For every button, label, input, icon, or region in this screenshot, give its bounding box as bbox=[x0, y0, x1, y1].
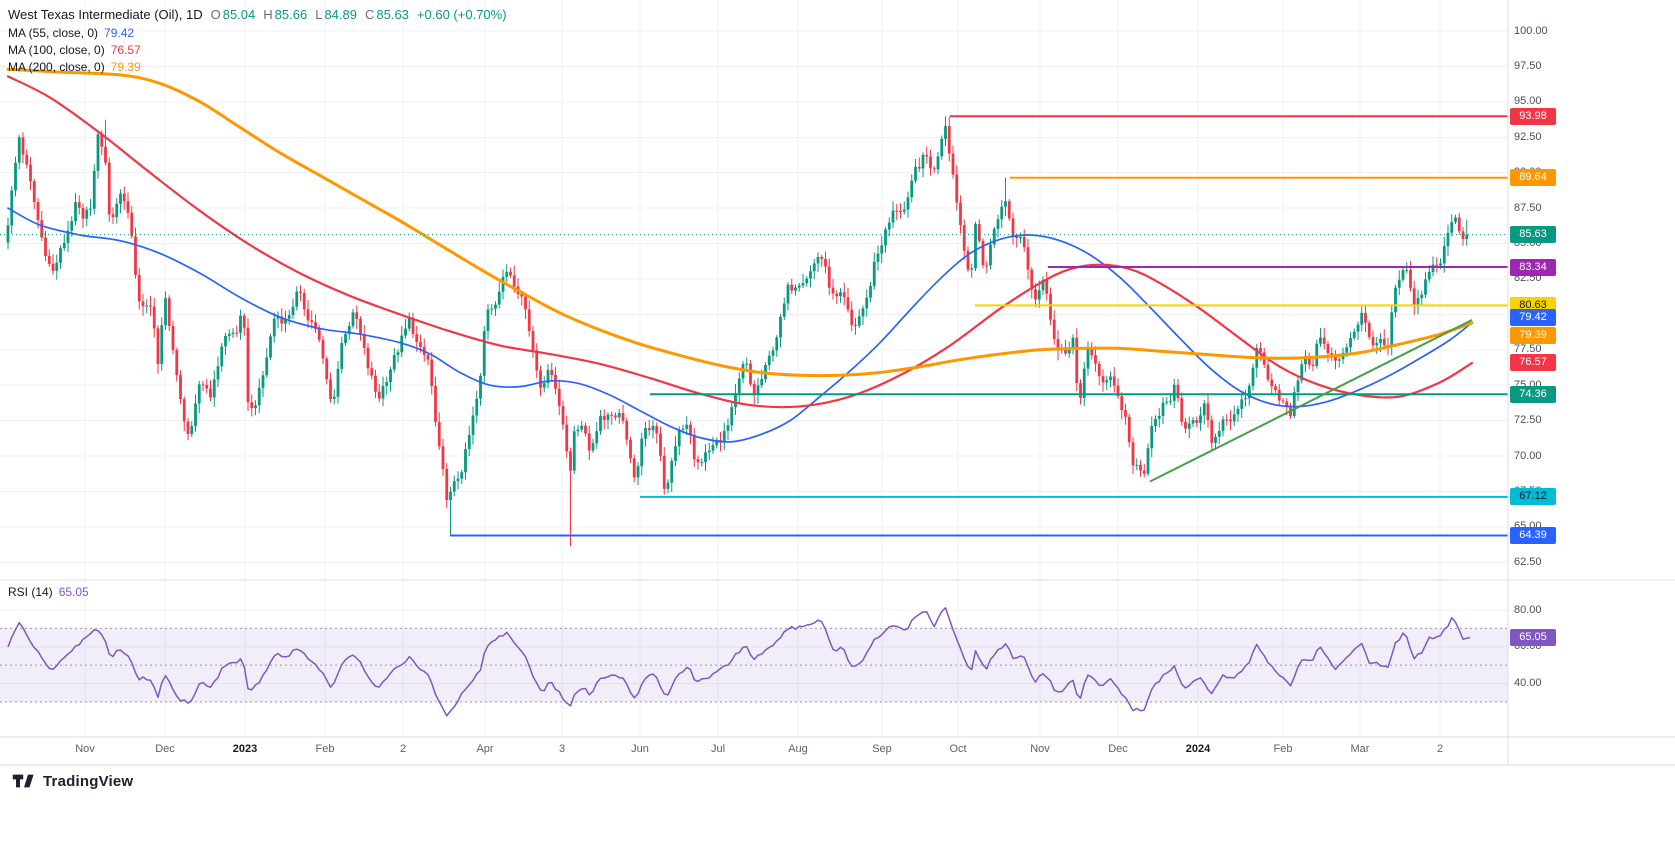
ma200-value: 79.39 bbox=[110, 59, 141, 74]
ma55-legend-row[interactable]: MA (55, close, 0) 79.42 bbox=[8, 24, 507, 41]
ohlc-open-label: O bbox=[210, 7, 221, 22]
ohlc-close-value: 85.63 bbox=[376, 7, 409, 22]
rsi-legend-row[interactable]: RSI (14) 65.05 bbox=[8, 583, 89, 600]
ohlc-high-label: H bbox=[263, 7, 273, 22]
ma200-legend-row[interactable]: MA (200, close, 0) 79.39 bbox=[8, 58, 507, 75]
ohlc-open-value: 85.04 bbox=[222, 7, 256, 22]
symbol-legend-row[interactable]: West Texas Intermediate (Oil), 1D O 85.04… bbox=[8, 5, 507, 24]
tradingview-attribution[interactable]: TradingView bbox=[12, 771, 133, 791]
time-axis[interactable] bbox=[0, 737, 1675, 765]
tradingview-logo-icon bbox=[12, 774, 34, 788]
ohlc-close-label: C bbox=[364, 7, 375, 22]
ohlc-low-label: L bbox=[315, 7, 323, 22]
rsi-value: 65.05 bbox=[58, 584, 89, 599]
tradingview-brand: TradingView bbox=[43, 772, 134, 790]
symbol-title: West Texas Intermediate (Oil), 1D bbox=[8, 7, 203, 22]
ma200-label: MA (200, close, 0) bbox=[8, 59, 105, 74]
legend: West Texas Intermediate (Oil), 1D O 85.04… bbox=[8, 5, 507, 75]
rsi-legend: RSI (14) 65.05 bbox=[8, 583, 89, 600]
ma55-label: MA (55, close, 0) bbox=[8, 25, 99, 40]
ma100-legend-row[interactable]: MA (100, close, 0) 76.57 bbox=[8, 41, 507, 58]
ma100-value: 76.57 bbox=[110, 42, 141, 57]
ma100-label: MA (100, close, 0) bbox=[8, 42, 105, 57]
ma55-value: 79.42 bbox=[104, 25, 135, 40]
change-value: +0.60 (+0.70%) bbox=[416, 7, 507, 22]
price-axis[interactable] bbox=[1508, 0, 1675, 765]
ohlc-high-value: 85.66 bbox=[274, 7, 308, 22]
ohlc-low-value: 84.89 bbox=[324, 7, 357, 22]
rsi-label: RSI (14) bbox=[8, 584, 53, 599]
